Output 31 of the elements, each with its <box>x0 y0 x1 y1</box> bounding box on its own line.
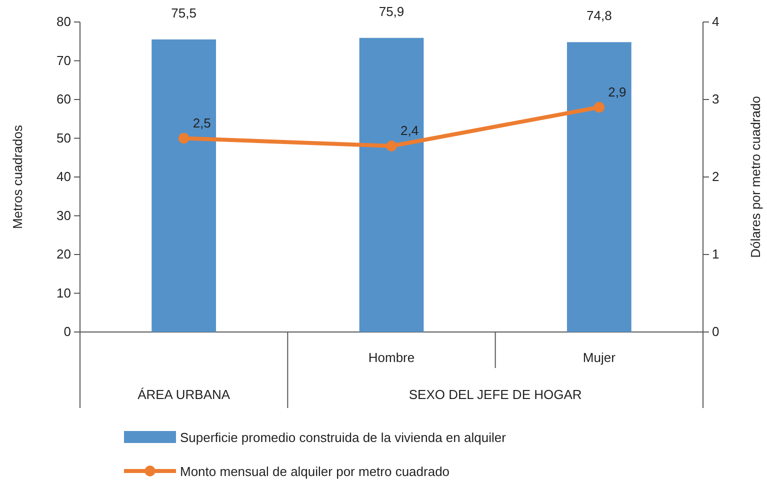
point <box>594 102 605 113</box>
y2-axis-title: Dólares por metro cuadrado <box>748 96 763 258</box>
y-tick-label: 60 <box>56 92 71 107</box>
legend-label: Monto mensual de alquiler por metro cuadrado <box>180 464 450 479</box>
legend-label: Superficie promedio construida de la vivienda en alquiler <box>180 430 507 445</box>
y-tick-label: 70 <box>56 52 71 68</box>
y-tick-label: 10 <box>56 285 71 300</box>
x-tick-label: Mujer <box>582 350 616 365</box>
data-label: 2,5 <box>192 115 211 130</box>
y-axis-title: Metros cuadrados <box>10 124 25 230</box>
text: SEXO DEL JEFE DE HOGAR <box>408 387 582 402</box>
y2-tick-label: 4 <box>712 14 720 30</box>
data-label: 2,4 <box>400 123 419 138</box>
y-tick-label: 0 <box>64 324 71 340</box>
point <box>386 140 397 152</box>
x-tick-label: Hombre <box>368 350 415 365</box>
data-label: 2,9 <box>608 84 626 100</box>
y-tick-label: 40 <box>56 169 71 184</box>
data-label: 75,5 <box>171 5 196 20</box>
y-tick-label: 20 <box>56 246 71 262</box>
data-label: 74,8 <box>586 8 612 24</box>
y2-tick-label: 2 <box>712 169 720 184</box>
y2-tick-label: 3 <box>712 92 720 107</box>
y2-tick-label: 1 <box>712 246 720 262</box>
y2-tick-label: 0 <box>712 324 720 340</box>
point <box>178 132 190 144</box>
text: ÁREA URBANA <box>138 387 230 402</box>
y-tick-label: 30 <box>56 208 71 223</box>
y-tick-label: 50 <box>56 130 71 146</box>
y-tick-label: 80 <box>56 14 71 30</box>
data-label: 75,9 <box>378 4 404 19</box>
